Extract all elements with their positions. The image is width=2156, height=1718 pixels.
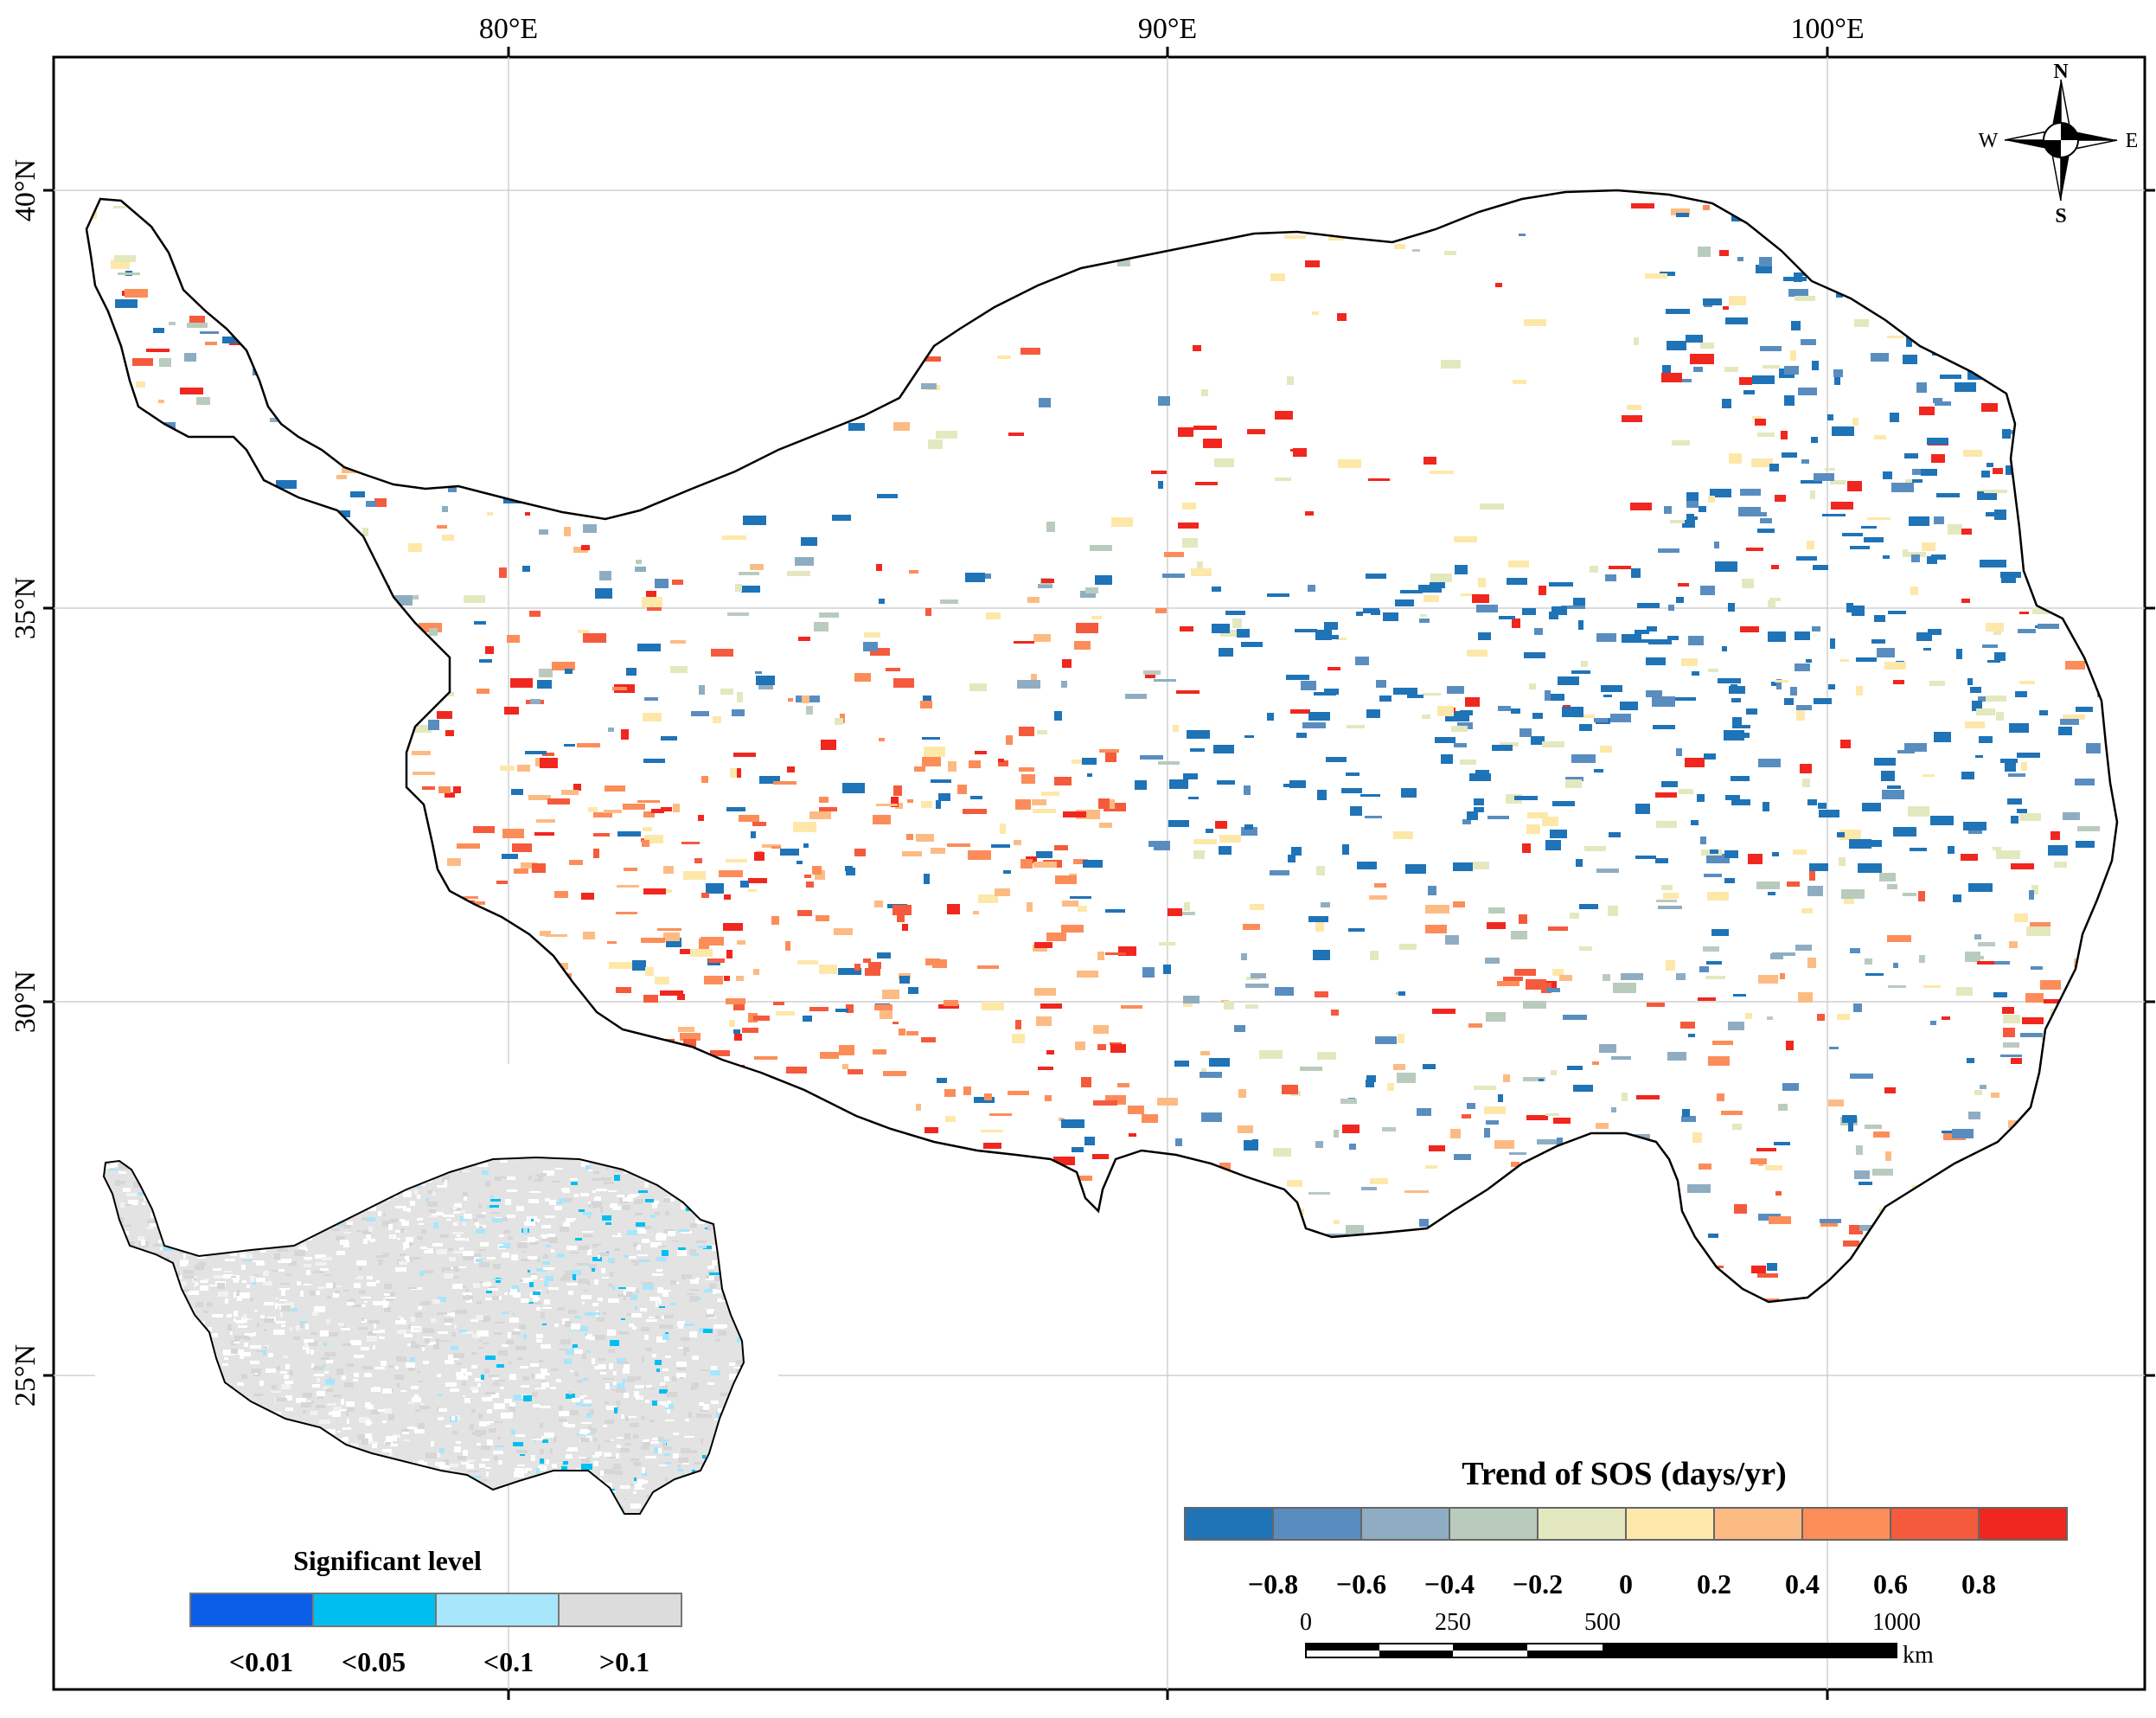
trend-legend: Trend of SOS (days/yr) −0.8 −0.6 −0.4 −0.2 0…	[1184, 1456, 2068, 1599]
trend-tick-label: −0.2	[1513, 1568, 1563, 1599]
lat-label-35n: 35°N	[10, 577, 42, 639]
significance-tick-label: <0.1	[483, 1646, 534, 1677]
scale-label-500: 500	[1584, 1609, 1621, 1636]
significance-swatch	[435, 1593, 560, 1627]
trend-swatch	[1184, 1507, 1274, 1541]
significance-swatch	[189, 1593, 314, 1627]
lon-label-80e: 80°E	[479, 13, 538, 45]
trend-swatch	[1537, 1507, 1627, 1541]
lat-label-40n: 40°N	[10, 159, 42, 221]
axis-ticks	[43, 47, 2155, 1700]
trend-tick-label: 0.2	[1697, 1568, 1731, 1599]
trend-swatch	[1801, 1507, 1891, 1541]
lat-label-25n: 25°N	[10, 1344, 42, 1407]
trend-tick-label: −0.6	[1336, 1568, 1386, 1599]
trend-colorbar	[1184, 1507, 2068, 1541]
significance-swatch	[312, 1593, 437, 1627]
scale-label-250: 250	[1435, 1609, 1471, 1636]
trend-tick-labels: −0.8 −0.6 −0.4 −0.2 0 0.2 0.4 0.6 0.8	[1248, 1568, 1996, 1599]
significance-tick-label: >0.1	[599, 1646, 649, 1677]
significance-tick-labels: <0.01 <0.05 <0.1 >0.1	[229, 1646, 649, 1677]
inset-plateau-outline	[102, 1156, 745, 1515]
trend-tick-label: 0.6	[1873, 1568, 1908, 1599]
trend-tick-label: −0.8	[1248, 1568, 1298, 1599]
trend-swatch	[1713, 1507, 1803, 1541]
graticule	[54, 57, 2145, 1689]
compass-w-label: W	[1979, 130, 1999, 152]
scale-label-1000: 1000	[1872, 1609, 1921, 1636]
trend-swatch	[1890, 1507, 1980, 1541]
significance-tick-label: <0.05	[342, 1646, 406, 1677]
north-arrow-compass: N S W E	[1979, 61, 2139, 228]
trend-tick-label: 0	[1619, 1568, 1633, 1599]
significance-legend-title: Significant level	[293, 1545, 482, 1576]
trend-swatch	[1978, 1507, 2068, 1541]
scale-label-0: 0	[1300, 1609, 1312, 1636]
trend-tick-label: 0.4	[1785, 1568, 1820, 1599]
significance-legend: Significant level <0.01 <0.05 <0.1 >0.1	[189, 1545, 682, 1677]
trend-swatch	[1272, 1507, 1362, 1541]
lon-label-100e: 100°E	[1790, 13, 1864, 45]
compass-n-label: N	[2053, 61, 2069, 83]
trend-tick-label: 0.8	[1961, 1568, 1996, 1599]
trend-tick-label: −0.4	[1424, 1568, 1475, 1599]
trend-swatch	[1360, 1507, 1450, 1541]
compass-e-label: E	[2126, 130, 2139, 152]
trend-swatch	[1625, 1507, 1715, 1541]
trend-legend-title: Trend of SOS (days/yr)	[1462, 1456, 1786, 1492]
scale-unit: km	[1903, 1642, 1934, 1669]
significance-colorbar	[189, 1593, 682, 1627]
trend-swatch	[1449, 1507, 1539, 1541]
significance-tick-label: <0.01	[229, 1646, 293, 1677]
lon-label-90e: 90°E	[1138, 13, 1197, 45]
significance-swatch	[558, 1593, 682, 1627]
compass-s-label: S	[2055, 205, 2066, 228]
lat-label-30n: 30°N	[10, 971, 42, 1033]
scale-bar: 0 250 500 1000 km	[1300, 1609, 1934, 1669]
